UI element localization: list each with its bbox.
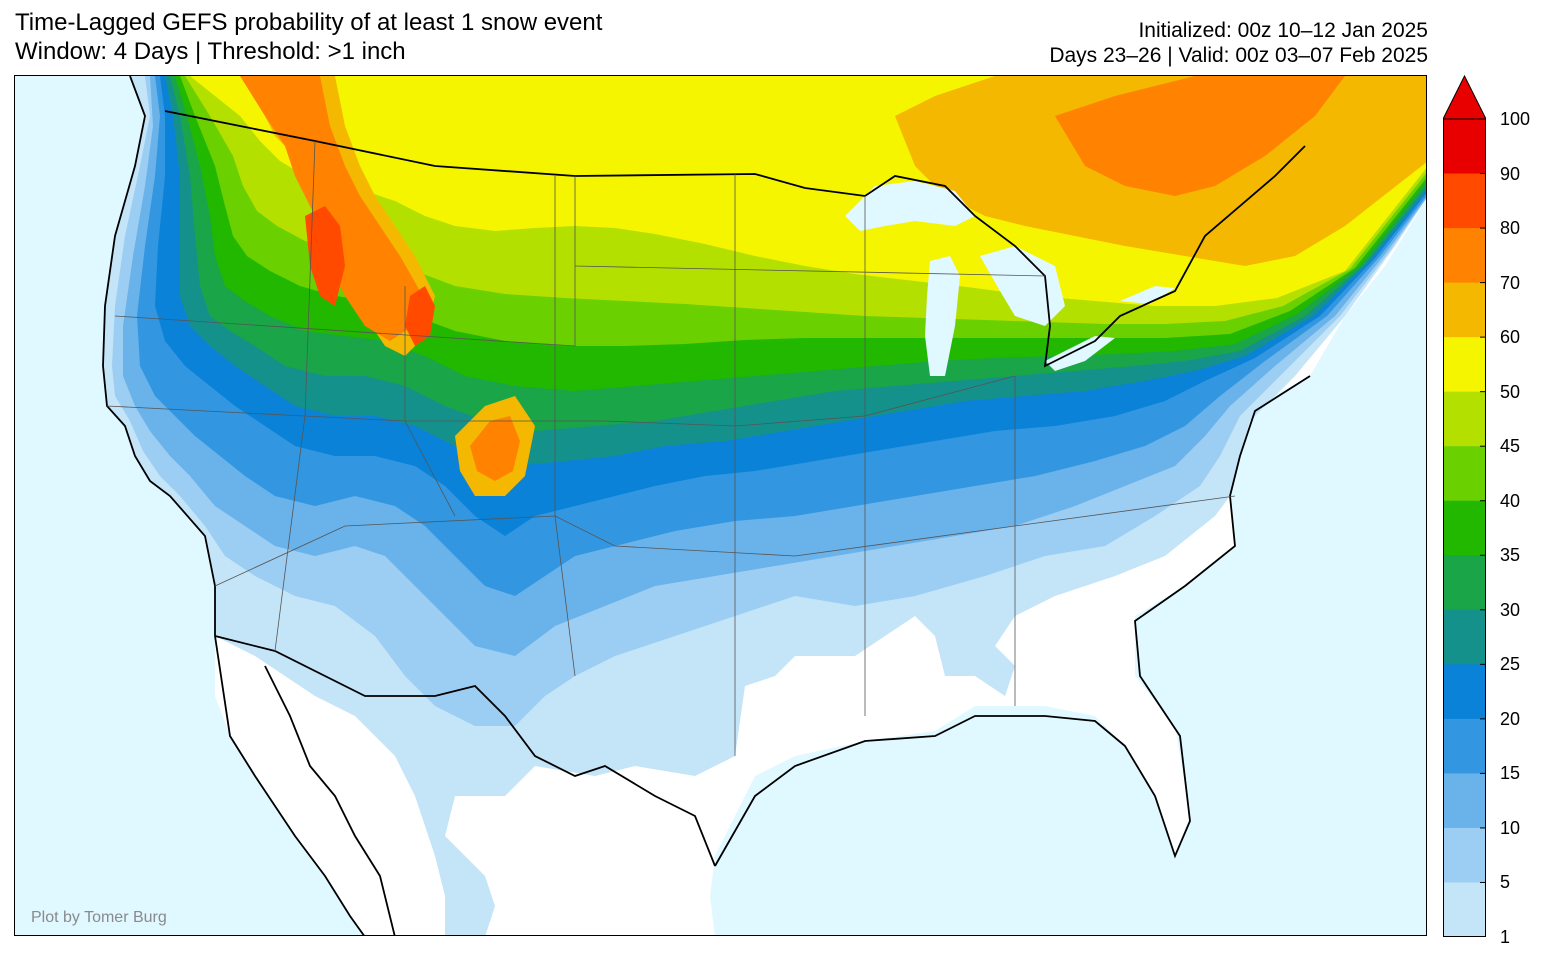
colorbar-segment [1443,173,1486,229]
colorbar-segment [1443,609,1486,665]
colorbar-tick-label: 30 [1500,599,1521,620]
colorbar-tick-label: 35 [1500,545,1521,566]
colorbar-segment [1443,228,1486,284]
title-line-1: Time-Lagged GEFS probability of at least… [15,9,603,36]
colorbar-segment [1443,391,1486,447]
colorbar-segment [1443,282,1486,338]
colorbar-tick-label: 70 [1500,272,1521,293]
colorbar-segment [1443,119,1486,175]
colorbar [1443,75,1486,937]
borders [102,76,1311,935]
lake-superior [845,181,975,231]
colorbar-outline [1443,118,1486,937]
colorbar-tick-label: 60 [1500,327,1521,348]
colorbar-tick-label: 20 [1500,708,1521,729]
colorbar-segment [1443,664,1486,720]
colorbar-tick-label: 40 [1500,490,1521,511]
lake-michigan [925,256,960,376]
colorbar-extend-arrow [1443,75,1486,120]
coastline-west [102,76,216,636]
init-line-2: Days 23–26 | Valid: 00z 03–07 Feb 2025 [1049,44,1428,67]
probability-map: Plot by Tomer Burg [14,75,1427,936]
coastline-baja [214,635,365,935]
colorbar-segment [1443,827,1486,883]
coastline-mexico-mainland [264,665,396,935]
colorbar-tick-label: 90 [1500,163,1521,184]
colorbar-segment [1443,446,1486,502]
init-line-1: Initialized: 00z 10–12 Jan 2025 [1138,19,1428,42]
init-info: Initialized: 00z 10–12 Jan 2025 Days 23–… [1049,18,1428,68]
chart-title: Time-Lagged GEFS probability of at least… [15,8,602,66]
colorbar-segment [1443,773,1486,829]
lake-erie [1045,336,1115,371]
colorbar-tick-label: 80 [1500,218,1521,239]
state-lines [106,140,1236,756]
colorbar-tick-label: 45 [1500,436,1521,457]
title-line-2: Window: 4 Days | Threshold: >1 inch [15,38,406,65]
map-svg [15,76,1426,935]
colorbar-tick-label: 10 [1500,817,1521,838]
colorbar-tick-label: 15 [1500,763,1521,784]
colorbar-tick-label: 5 [1500,872,1511,893]
plot-credit: Plot by Tomer Burg [31,909,167,926]
colorbar-segment [1443,337,1486,393]
colorbar-tick-label: 1 [1500,927,1511,947]
lake-huron [980,246,1065,326]
colorbar-segment [1443,882,1486,937]
colorbar-segment [1443,555,1486,611]
us-canada-border [164,110,1306,368]
colorbar-segment [1443,500,1486,556]
colorbar-segment [1443,718,1486,774]
colorbar-tick-label: 25 [1500,654,1521,675]
colorbar-tick-label: 50 [1500,381,1521,402]
us-mexico-border [214,635,716,867]
colorbar-tick-label: 100 [1500,109,1531,129]
coastline-gulf [714,375,1311,867]
lake-ontario [1120,286,1175,304]
